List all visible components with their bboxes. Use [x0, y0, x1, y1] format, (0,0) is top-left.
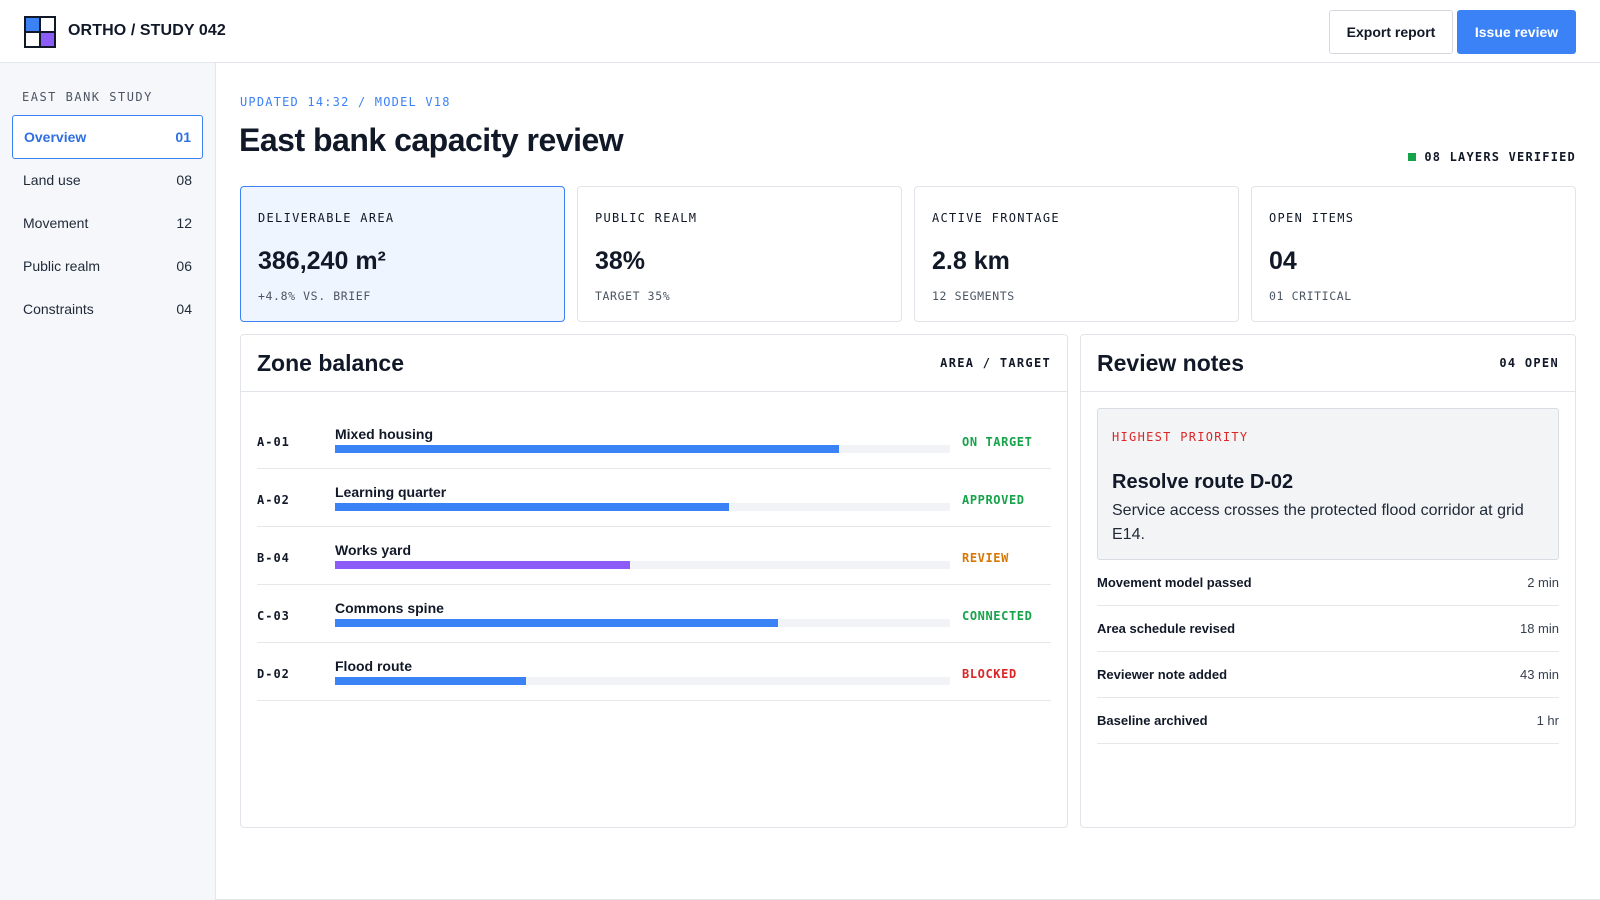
sidebar-section-label: EAST BANK STUDY [22, 90, 153, 104]
sidebar-item-count: 12 [176, 215, 192, 231]
zone-progress-fill [335, 503, 729, 511]
zone-progress-fill [335, 677, 526, 685]
update-meta: UPDATED 14:32 / MODEL V18 [240, 95, 451, 109]
app-title: ORTHO / STUDY 042 [68, 22, 226, 39]
zone-status: REVIEW [962, 551, 1009, 565]
zone-name: Flood route [335, 658, 412, 674]
status-dot-icon [1408, 153, 1417, 161]
panel-title: Review notes [1097, 350, 1244, 376]
logo-icon [24, 16, 56, 48]
sidebar-item-label: Public realm [23, 258, 101, 274]
zone-row[interactable]: C-03 Commons spine CONNECTED [257, 585, 1051, 643]
kpi-value: 04 [1269, 247, 1297, 275]
zone-code: C-03 [257, 609, 290, 623]
priority-body: Service access crosses the protected flo… [1112, 502, 1524, 543]
zone-status: ON TARGET [962, 435, 1033, 449]
zone-progress-fill [335, 561, 631, 569]
zone-row[interactable]: B-04 Works yard REVIEW [257, 527, 1051, 585]
kpi-label: DELIVERABLE AREA [258, 211, 395, 225]
sidebar-item-count: 04 [176, 301, 192, 317]
kpi-value: 38% [595, 247, 646, 275]
note-time: 2 min [1527, 575, 1559, 590]
sidebar-item-label: Movement [23, 215, 89, 231]
note-time: 1 hr [1536, 713, 1559, 728]
panel-header: Review notes 04 OPEN [1081, 335, 1575, 392]
note-item[interactable]: Area schedule revised 18 min [1097, 606, 1559, 652]
sidebar: EAST BANK STUDY Overview 01 Land use 08 … [0, 63, 216, 900]
zone-progress-track [335, 445, 950, 453]
zone-progress-fill [335, 445, 840, 453]
verified-label: 08 LAYERS VERIFIED [1424, 150, 1576, 164]
kpi-sub: 01 CRITICAL [1269, 289, 1352, 303]
note-title: Reviewer note added [1097, 667, 1228, 682]
panel-title: Zone balance [257, 350, 404, 376]
zone-progress-track [335, 677, 950, 685]
sidebar-item-overview[interactable]: Overview 01 [12, 115, 203, 159]
note-item[interactable]: Reviewer note added 43 min [1097, 652, 1559, 698]
sidebar-item-count: 08 [176, 172, 192, 188]
panel-aside: AREA / TARGET [940, 356, 1051, 370]
zone-row[interactable]: D-02 Flood route BLOCKED [257, 643, 1051, 701]
sidebar-item-movement[interactable]: Movement 12 [12, 201, 203, 245]
note-time: 18 min [1519, 621, 1559, 636]
kpi-value: 2.8 km [932, 247, 1010, 275]
zone-code: B-04 [257, 551, 290, 565]
zone-progress-fill [335, 619, 778, 627]
panel-aside: 04 OPEN [1499, 356, 1559, 370]
sidebar-item-label: Constraints [23, 301, 94, 317]
zone-row[interactable]: A-02 Learning quarter APPROVED [257, 469, 1051, 527]
zone-status: BLOCKED [962, 667, 1017, 681]
kpi-sub: TARGET 35% [595, 289, 671, 303]
kpi-sub: 12 SEGMENTS [932, 289, 1015, 303]
verified-status: 08 LAYERS VERIFIED [1408, 150, 1576, 164]
kpi-card-open-items[interactable]: OPEN ITEMS 04 01 CRITICAL [1251, 186, 1576, 322]
zone-name: Works yard [335, 542, 411, 558]
sidebar-item-count: 06 [176, 258, 192, 274]
note-item[interactable]: Movement model passed 2 min [1097, 560, 1559, 606]
kpi-card-deliverable-area[interactable]: DELIVERABLE AREA 386,240 m² +4.8% VS. BR… [240, 186, 565, 322]
zone-code: A-02 [257, 493, 290, 507]
zone-progress-track [335, 561, 950, 569]
issue-review-button[interactable]: Issue review [1457, 10, 1576, 54]
priority-label: HIGHEST PRIORITY [1112, 430, 1249, 444]
zone-row[interactable]: A-01 Mixed housing ON TARGET [257, 411, 1051, 469]
kpi-card-active-frontage[interactable]: ACTIVE FRONTAGE 2.8 km 12 SEGMENTS [914, 186, 1239, 322]
note-time: 43 min [1519, 667, 1559, 682]
zone-status: APPROVED [962, 493, 1025, 507]
priority-note-card[interactable]: HIGHEST PRIORITY Resolve route D-02 Serv… [1097, 408, 1559, 560]
zone-progress-track [335, 503, 950, 511]
page-title: East bank capacity review [239, 122, 624, 158]
export-report-button[interactable]: Export report [1329, 10, 1453, 54]
kpi-label: PUBLIC REALM [595, 211, 698, 225]
sidebar-item-label: Land use [23, 172, 81, 188]
sidebar-item-label: Overview [24, 129, 87, 145]
kpi-label: OPEN ITEMS [1269, 211, 1355, 225]
note-title: Movement model passed [1097, 575, 1252, 590]
zone-name: Mixed housing [335, 426, 433, 442]
kpi-label: ACTIVE FRONTAGE [932, 211, 1060, 225]
zone-balance-panel: Zone balance AREA / TARGET A-01 Mixed ho… [240, 334, 1068, 828]
panel-header: Zone balance AREA / TARGET [241, 335, 1067, 392]
kpi-value: 386,240 m² [258, 247, 386, 275]
sidebar-item-public-realm[interactable]: Public realm 06 [12, 244, 203, 288]
zone-name: Learning quarter [335, 484, 447, 500]
priority-title: Resolve route D-02 [1112, 471, 1294, 493]
zone-status: CONNECTED [962, 609, 1033, 623]
sidebar-item-land-use[interactable]: Land use 08 [12, 158, 203, 202]
zone-code: D-02 [257, 667, 290, 681]
top-bar: ORTHO / STUDY 042 Export report Issue re… [0, 0, 1600, 63]
kpi-card-public-realm[interactable]: PUBLIC REALM 38% TARGET 35% [577, 186, 902, 322]
note-item[interactable]: Baseline archived 1 hr [1097, 698, 1559, 744]
zone-name: Commons spine [335, 600, 444, 616]
sidebar-item-constraints[interactable]: Constraints 04 [12, 287, 203, 331]
note-title: Area schedule revised [1097, 621, 1236, 636]
zone-progress-track [335, 619, 950, 627]
zone-code: A-01 [257, 435, 290, 449]
note-title: Baseline archived [1097, 713, 1208, 728]
review-notes-panel: Review notes 04 OPEN HIGHEST PRIORITY Re… [1080, 334, 1576, 828]
sidebar-item-count: 01 [175, 129, 191, 145]
kpi-sub: +4.8% VS. BRIEF [258, 289, 371, 303]
